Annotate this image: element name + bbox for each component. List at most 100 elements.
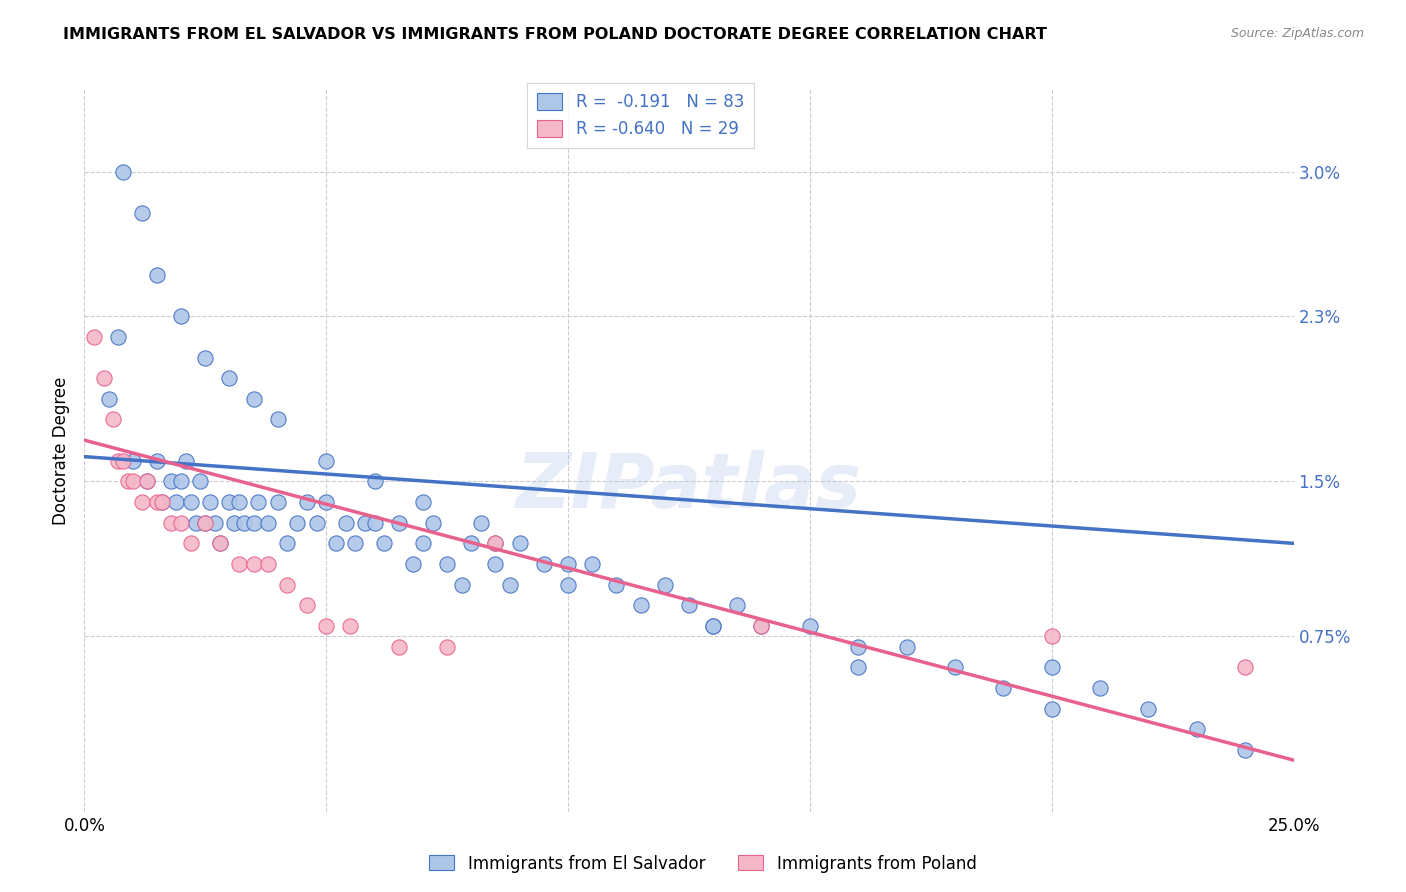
Point (107, 330, 129, 344)
Point (170, 310, 193, 324)
Point (146, 268, 169, 282)
Point (184, 516, 207, 530)
Point (344, 536, 367, 550)
Point (224, 516, 246, 530)
Text: ZIPatlas: ZIPatlas (516, 450, 862, 524)
Point (702, 619, 724, 633)
Point (315, 619, 337, 633)
Point (422, 516, 444, 530)
Point (1040, 701, 1063, 715)
Point (1040, 629, 1063, 643)
Point (247, 495, 270, 509)
Point (131, 206, 153, 220)
Point (112, 165, 135, 179)
Point (402, 557, 425, 571)
Point (180, 495, 202, 509)
Point (460, 536, 482, 550)
Point (678, 599, 700, 613)
Point (484, 536, 506, 550)
Point (208, 536, 231, 550)
Point (194, 516, 217, 530)
Point (702, 619, 724, 633)
Point (1185, 722, 1208, 736)
Point (943, 660, 966, 674)
Point (276, 577, 298, 591)
Point (267, 412, 290, 426)
Point (295, 599, 318, 613)
Point (325, 536, 347, 550)
Point (751, 619, 773, 633)
Point (97, 392, 120, 406)
Point (146, 495, 169, 509)
Point (146, 454, 169, 468)
Point (1137, 701, 1160, 715)
Y-axis label: Doctorate Degree: Doctorate Degree (52, 376, 70, 524)
Point (335, 516, 357, 530)
Point (194, 351, 217, 365)
Point (194, 516, 217, 530)
Point (470, 516, 492, 530)
Point (242, 557, 264, 571)
Text: IMMIGRANTS FROM EL SALVADOR VS IMMIGRANTS FROM POLAND DOCTORATE DEGREE CORRELATI: IMMIGRANTS FROM EL SALVADOR VS IMMIGRANT… (63, 27, 1047, 42)
Point (725, 599, 748, 613)
Point (450, 577, 472, 591)
Point (198, 495, 221, 509)
Point (339, 619, 361, 633)
Point (107, 454, 129, 468)
Point (1234, 743, 1257, 757)
Point (93, 371, 115, 385)
Point (228, 495, 250, 509)
Point (136, 475, 159, 489)
Point (499, 577, 522, 591)
Point (83, 330, 105, 344)
Point (170, 516, 193, 530)
Point (242, 392, 264, 406)
Point (509, 536, 531, 550)
Point (557, 557, 579, 571)
Point (1040, 660, 1063, 674)
Point (276, 536, 298, 550)
Point (204, 516, 226, 530)
Point (267, 495, 290, 509)
Point (630, 599, 652, 613)
Point (436, 557, 458, 571)
Point (993, 681, 1015, 695)
Point (388, 516, 411, 530)
Point (285, 516, 308, 530)
Point (751, 619, 773, 633)
Point (436, 640, 458, 654)
Point (412, 536, 434, 550)
Point (605, 577, 627, 591)
Legend: Immigrants from El Salvador, Immigrants from Poland: Immigrants from El Salvador, Immigrants … (423, 848, 983, 880)
Point (581, 557, 603, 571)
Point (121, 454, 143, 468)
Text: Source: ZipAtlas.com: Source: ZipAtlas.com (1230, 27, 1364, 40)
Point (174, 454, 197, 468)
Legend: R =  -0.191   N = 83, R = -0.640   N = 29: R = -0.191 N = 83, R = -0.640 N = 29 (527, 83, 754, 148)
Point (305, 516, 328, 530)
Point (131, 495, 153, 509)
Point (315, 495, 337, 509)
Point (1234, 660, 1257, 674)
Point (388, 640, 411, 654)
Point (112, 454, 135, 468)
Point (484, 557, 506, 571)
Point (170, 475, 193, 489)
Point (846, 640, 869, 654)
Point (208, 536, 231, 550)
Point (533, 557, 555, 571)
Point (150, 495, 173, 509)
Point (218, 371, 240, 385)
Point (557, 577, 579, 591)
Point (190, 475, 212, 489)
Point (373, 536, 395, 550)
Point (1088, 681, 1111, 695)
Point (846, 660, 869, 674)
Point (242, 516, 264, 530)
Point (233, 516, 256, 530)
Point (484, 536, 506, 550)
Point (180, 536, 202, 550)
Point (136, 475, 159, 489)
Point (121, 475, 143, 489)
Point (295, 495, 318, 509)
